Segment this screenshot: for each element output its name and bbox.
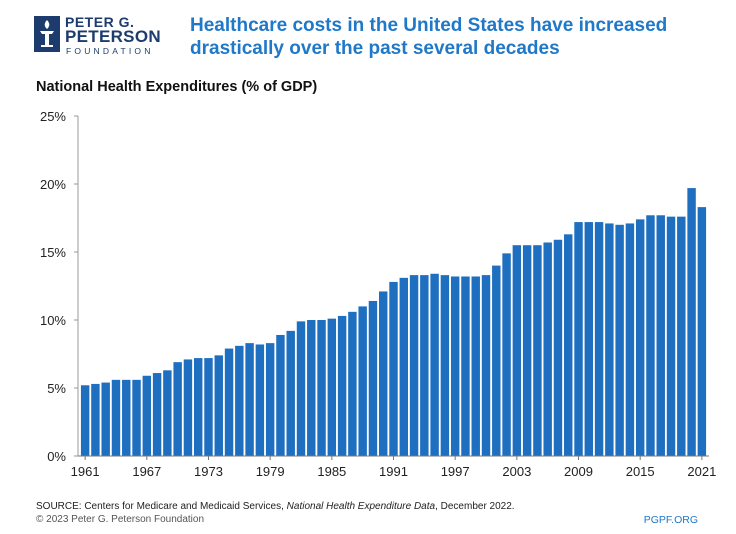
bar-1988 bbox=[358, 306, 367, 456]
bar-1990 bbox=[379, 291, 388, 456]
bars-group bbox=[80, 188, 707, 456]
bar-2018 bbox=[666, 216, 676, 456]
bar-1965 bbox=[122, 379, 131, 456]
bar-2016 bbox=[646, 215, 655, 456]
bar-1999 bbox=[471, 276, 480, 456]
bar-2020 bbox=[687, 188, 696, 456]
bar-2015 bbox=[635, 219, 645, 456]
logo-text-line3: FOUNDATION bbox=[66, 46, 154, 56]
bar-1994 bbox=[420, 275, 429, 456]
x-tick-label: 2015 bbox=[626, 464, 655, 479]
bar-1996 bbox=[440, 275, 450, 456]
bar-2009 bbox=[574, 222, 583, 456]
chart-title: National Health Expenditures (% of GDP) bbox=[36, 79, 318, 95]
bar-1963 bbox=[101, 382, 110, 456]
bar-1998 bbox=[461, 276, 470, 456]
bar-2021 bbox=[697, 207, 707, 456]
bar-1971 bbox=[183, 359, 193, 456]
bar-2002 bbox=[502, 253, 511, 456]
logo-text-line1: PETER G. bbox=[65, 14, 135, 30]
y-tick-label: 5% bbox=[47, 381, 66, 396]
bar-2008 bbox=[564, 234, 573, 456]
bar-1970 bbox=[173, 362, 182, 456]
bar-1969 bbox=[163, 370, 172, 456]
bar-1980 bbox=[276, 334, 285, 456]
x-tick-label: 1985 bbox=[317, 464, 346, 479]
bar-2010 bbox=[584, 222, 594, 456]
x-axis: 1961 1967 1973 1979 1985 1991 1997 2003 2009 2015… bbox=[71, 455, 716, 479]
bar-1974 bbox=[214, 355, 223, 456]
bar-2001 bbox=[492, 265, 501, 456]
bar-2000 bbox=[481, 275, 491, 456]
y-tick-label: 0% bbox=[47, 449, 66, 464]
torch-icon bbox=[34, 16, 60, 52]
x-tick-label: 1973 bbox=[194, 464, 223, 479]
logo-text-line2: PETERSON bbox=[65, 27, 161, 46]
bar-1962 bbox=[91, 383, 100, 456]
bar-1975 bbox=[224, 348, 234, 456]
source-suffix: , December 2022. bbox=[435, 501, 515, 512]
bar-2004 bbox=[522, 245, 532, 456]
x-tick-label: 1961 bbox=[71, 464, 100, 479]
bar-1966 bbox=[132, 379, 141, 456]
bar-1985 bbox=[327, 318, 337, 456]
bar-1968 bbox=[152, 373, 162, 456]
x-tick-label: 1997 bbox=[441, 464, 470, 479]
bar-1993 bbox=[409, 275, 419, 456]
y-tick-label: 20% bbox=[40, 177, 66, 192]
website-link[interactable]: PGPF.ORG bbox=[643, 514, 698, 526]
bar-1973 bbox=[204, 358, 213, 456]
bar-2017 bbox=[656, 215, 665, 456]
bar-1981 bbox=[286, 330, 295, 456]
x-tick-label: 2003 bbox=[502, 464, 531, 479]
bar-1978 bbox=[255, 344, 265, 456]
bar-1976 bbox=[235, 345, 244, 456]
bar-1997 bbox=[450, 276, 460, 456]
bar-1986 bbox=[337, 315, 347, 456]
x-tick-label: 1991 bbox=[379, 464, 408, 479]
y-axis: 0% 5% 10% 15% 20% 25% bbox=[40, 109, 79, 464]
bar-1989 bbox=[368, 300, 378, 456]
bar-2019 bbox=[677, 216, 686, 456]
bar-1984 bbox=[317, 320, 326, 456]
x-tick-label: 1967 bbox=[132, 464, 161, 479]
copyright: © 2023 Peter G. Peterson Foundation bbox=[36, 514, 205, 525]
bar-2011 bbox=[594, 222, 604, 456]
logo[interactable]: PETER G. PETERSON FOUNDATION bbox=[34, 14, 176, 58]
bar-2014 bbox=[625, 223, 635, 456]
bar-2003 bbox=[512, 245, 522, 456]
bar-1995 bbox=[430, 273, 439, 456]
source-italic: National Health Expenditure Data bbox=[286, 501, 436, 512]
source-prefix: SOURCE: Centers for Medicare and Medicai… bbox=[36, 501, 287, 512]
bar-1982 bbox=[296, 321, 306, 456]
bar-1987 bbox=[348, 311, 357, 456]
bar-2007 bbox=[553, 239, 563, 456]
bar-1979 bbox=[265, 343, 275, 456]
source-note: SOURCE: Centers for Medicare and Medicai… bbox=[36, 501, 515, 512]
y-tick-label: 25% bbox=[40, 109, 66, 124]
page-headline: Healthcare costs in the United States ha… bbox=[190, 15, 668, 59]
bar-2005 bbox=[533, 245, 542, 456]
bar-2006 bbox=[543, 242, 552, 456]
bar-1977 bbox=[245, 343, 254, 456]
bar-1967 bbox=[142, 375, 152, 456]
bar-1972 bbox=[193, 358, 203, 456]
bar-1961 bbox=[80, 385, 90, 456]
bar-2012 bbox=[605, 223, 614, 456]
x-tick-label: 1979 bbox=[256, 464, 285, 479]
x-tick-label: 2021 bbox=[687, 464, 716, 479]
bar-1964 bbox=[111, 379, 121, 456]
x-tick-label: 2009 bbox=[564, 464, 593, 479]
bar-1992 bbox=[399, 277, 408, 456]
y-tick-label: 10% bbox=[40, 313, 66, 328]
y-tick-label: 15% bbox=[40, 245, 66, 260]
bar-1991 bbox=[389, 281, 398, 456]
bar-2013 bbox=[615, 224, 624, 456]
bar-1983 bbox=[307, 320, 316, 456]
